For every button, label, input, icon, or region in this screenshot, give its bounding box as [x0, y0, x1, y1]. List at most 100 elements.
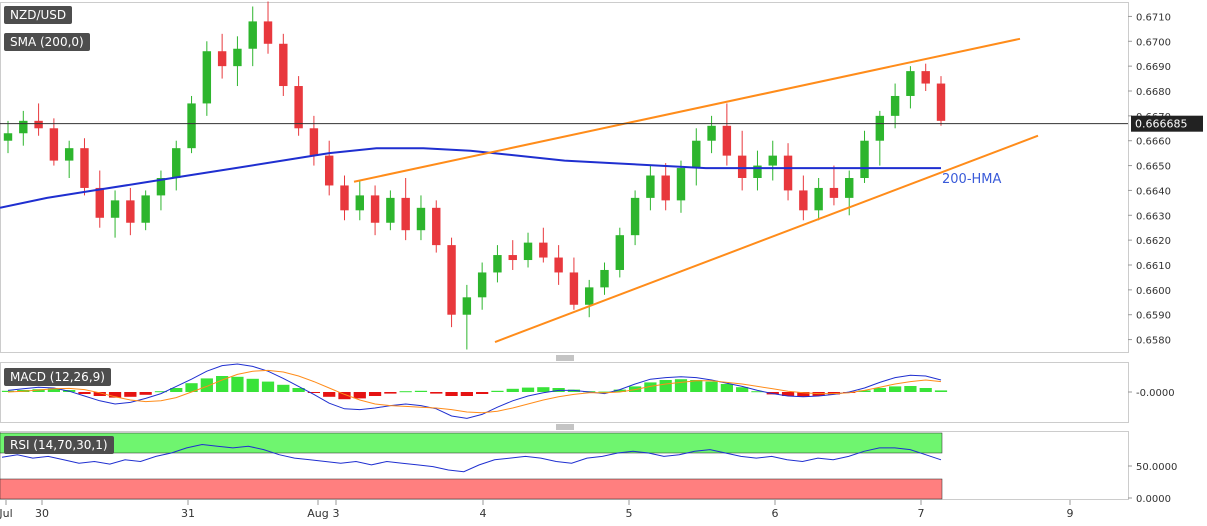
- candle: [737, 130, 747, 191]
- current-price-label: 0.666685: [1135, 118, 1188, 131]
- candle: [95, 170, 104, 228]
- macd-histogram-bar: [506, 388, 519, 392]
- candle: [34, 103, 43, 136]
- candle: [692, 128, 701, 186]
- candle-body: [202, 51, 212, 104]
- candle-body: [64, 148, 74, 161]
- rsi-oversold-band: [0, 478, 943, 500]
- symbol-label: NZD/USD: [4, 6, 73, 24]
- candle-body: [401, 197, 410, 231]
- candle-body: [156, 178, 166, 196]
- macd-histogram-bar: [124, 392, 137, 397]
- candle-body: [294, 86, 303, 129]
- candle-body: [630, 197, 640, 236]
- macd-histogram-bar: [674, 379, 688, 392]
- macd-signal-line: [7, 369, 942, 414]
- candle: [19, 110, 28, 146]
- candle-body: [340, 185, 349, 211]
- candle: [860, 130, 869, 183]
- candle-body: [569, 272, 579, 305]
- upper-trendline: [353, 37, 1021, 183]
- candle: [172, 140, 181, 191]
- candle-body: [49, 128, 59, 161]
- candle-body: [187, 103, 196, 149]
- macd-histogram-bar: [613, 389, 626, 392]
- candle-body: [141, 195, 150, 223]
- candle: [890, 83, 900, 129]
- x-tick-label: 5: [626, 507, 633, 520]
- candle: [523, 232, 533, 268]
- candle: [676, 160, 686, 213]
- macd-histogram-bar: [307, 392, 321, 393]
- candle: [217, 33, 227, 79]
- candle-body: [814, 187, 823, 211]
- macd-histogram-bar: [491, 390, 504, 392]
- candle-body: [875, 115, 885, 141]
- candle-body: [110, 200, 120, 218]
- macd-histogram-bar: [430, 392, 443, 394]
- candle: [508, 240, 517, 270]
- lower-trendline: [494, 134, 1039, 343]
- macd-histogram-bar: [170, 388, 183, 392]
- candle: [814, 178, 823, 221]
- candle: [233, 36, 242, 87]
- candle: [615, 227, 625, 278]
- candle: [875, 110, 885, 166]
- y-tick-label: 0.6620: [1136, 236, 1171, 247]
- candle-body: [355, 195, 364, 211]
- candle: [630, 190, 640, 246]
- candle: [462, 284, 472, 350]
- candle-body: [722, 125, 732, 156]
- macd-histogram-bar: [705, 381, 718, 392]
- candle-body: [462, 297, 472, 315]
- macd-zero-label: -0.0000: [1136, 388, 1175, 399]
- candle-body: [523, 242, 533, 261]
- candle-body: [707, 125, 716, 141]
- macd-line: [7, 363, 942, 419]
- candle-body: [309, 128, 319, 156]
- candle-body: [646, 175, 655, 198]
- candle: [447, 237, 456, 328]
- macd-histogram-bar: [292, 388, 305, 392]
- candle: [401, 178, 410, 241]
- x-tick-label: 9: [1067, 507, 1074, 520]
- candle: [416, 195, 426, 241]
- candle-body: [768, 155, 777, 166]
- macd-histogram-bar: [904, 386, 917, 392]
- macd-histogram-bar: [537, 387, 550, 392]
- candle: [906, 66, 915, 109]
- candle: [921, 63, 930, 91]
- candle: [3, 120, 13, 154]
- candle: [569, 257, 579, 310]
- candle: [49, 118, 59, 166]
- macd-histogram-bar: [368, 392, 382, 396]
- macd-histogram-bar: [598, 391, 611, 393]
- candle: [370, 185, 380, 236]
- candle-body: [432, 207, 441, 246]
- y-tick-label: 0.6710: [1136, 12, 1171, 23]
- rsi-label: RSI (14,70,30,1): [4, 436, 114, 454]
- candle: [340, 175, 349, 221]
- x-tick-label: Jul: [0, 507, 13, 520]
- macd-histogram-bar: [231, 376, 244, 392]
- candle-body: [172, 148, 181, 178]
- x-tick-label: 3: [333, 507, 340, 520]
- macd-histogram-bar: [888, 386, 902, 392]
- macd-histogram-bar: [246, 378, 259, 392]
- candle-body: [477, 272, 487, 298]
- macd-histogram-bar: [720, 384, 733, 392]
- macd-histogram-bar: [414, 390, 428, 392]
- rsi-overbought-band: [0, 432, 943, 454]
- macd-histogram-bar: [476, 392, 489, 394]
- y-tick-label: 0.6610: [1136, 261, 1171, 272]
- rsi-line: [1, 443, 942, 473]
- x-tick-label: 4: [480, 507, 487, 520]
- macd-histogram-bar: [154, 391, 168, 393]
- candle: [768, 140, 777, 181]
- candle-body: [508, 255, 517, 261]
- macd-histogram-bar: [644, 382, 657, 392]
- candle-body: [615, 235, 625, 270]
- main-splitter-handle: [556, 355, 574, 361]
- candle-body: [906, 71, 915, 96]
